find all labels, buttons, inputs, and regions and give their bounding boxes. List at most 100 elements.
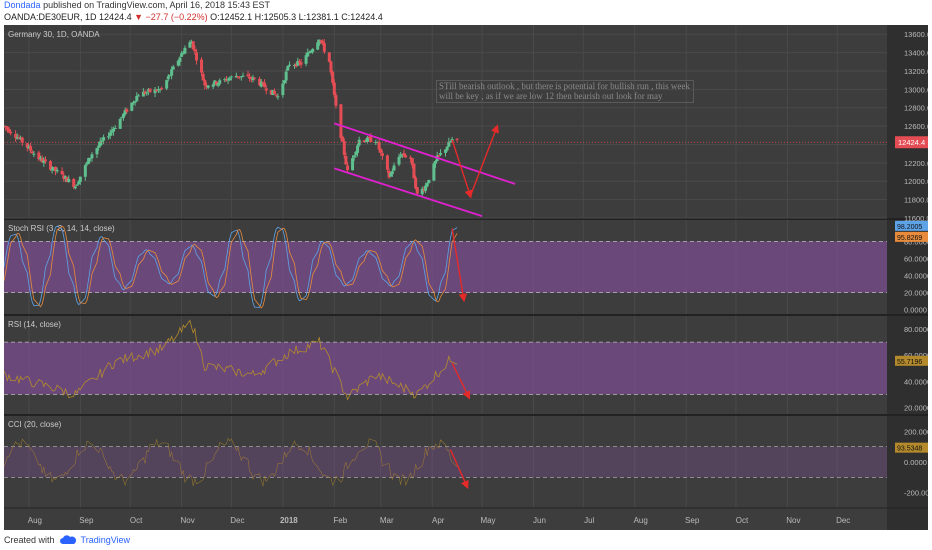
symbol-text: OANDA:DE30EUR, 1D bbox=[4, 12, 97, 22]
annotation-box: STill bearish outlook , but there is pot… bbox=[436, 80, 694, 103]
candle-up bbox=[351, 158, 355, 171]
candle-up bbox=[229, 76, 233, 78]
last-value-tag bbox=[895, 355, 928, 366]
candle-up bbox=[97, 145, 101, 148]
candle-up bbox=[425, 183, 429, 187]
candle-up bbox=[286, 66, 290, 71]
candle-up bbox=[90, 154, 94, 159]
oscillator-tick-label: 40.0000 bbox=[904, 272, 928, 281]
x-tick-label: 2018 bbox=[280, 516, 298, 525]
candle-up bbox=[357, 139, 361, 146]
candle-down bbox=[191, 41, 195, 50]
bearish-arrow bbox=[449, 449, 469, 490]
candle-down bbox=[60, 171, 64, 175]
last-value-tag bbox=[895, 231, 928, 242]
x-tick-label: Feb bbox=[333, 516, 347, 525]
candle-up bbox=[130, 102, 134, 111]
candle-up bbox=[447, 141, 451, 147]
candle-up bbox=[190, 41, 194, 44]
candle-down bbox=[160, 87, 164, 89]
candle-down bbox=[402, 153, 406, 156]
last-price-tag bbox=[895, 136, 928, 149]
candle-down bbox=[40, 158, 44, 163]
candle-up bbox=[356, 145, 360, 153]
price-tick-label: 13200.0 bbox=[904, 67, 928, 76]
price-tick-label: 12600.0 bbox=[904, 122, 928, 131]
candle-up bbox=[83, 165, 87, 177]
price-tick-label: 13600.0 bbox=[904, 30, 928, 39]
chart-header-line1: Dondada published on TradingView.com, Ap… bbox=[4, 0, 270, 13]
tradingview-brand[interactable]: TradingView bbox=[80, 535, 131, 545]
candle-up bbox=[88, 157, 92, 159]
candle-up bbox=[178, 57, 182, 62]
price-tick-label: 11800.0 bbox=[904, 196, 928, 205]
candle-down bbox=[412, 163, 416, 179]
candle-up bbox=[218, 80, 222, 84]
candle-up bbox=[102, 137, 106, 141]
bearish-arrow bbox=[451, 139, 473, 199]
price-tick-label: 12800.0 bbox=[904, 104, 928, 113]
candle-down bbox=[299, 62, 303, 65]
price-tick-label: 11600.0 bbox=[904, 214, 928, 223]
oscillator-tick-label: 80.0000 bbox=[904, 325, 928, 334]
x-tick-label: Aug bbox=[28, 516, 42, 525]
x-tick-label: Jul bbox=[584, 516, 594, 525]
candle-up bbox=[283, 80, 287, 84]
candle-up bbox=[75, 184, 79, 186]
oscillator-tick-label: 200.0000 bbox=[904, 427, 928, 436]
candle-up bbox=[352, 155, 356, 158]
stoch-k-line bbox=[4, 225, 458, 308]
chart-area[interactable]: Aug Sep Oct Nov Dec 2018 Feb Mar Apr May Jun Jul Aug… bbox=[4, 25, 928, 530]
candle-down bbox=[377, 142, 381, 150]
candle-down bbox=[414, 177, 418, 189]
candle-down bbox=[329, 61, 333, 73]
candle-up bbox=[316, 42, 320, 50]
author-link[interactable]: Dondada bbox=[4, 0, 41, 10]
candle-down bbox=[269, 90, 273, 95]
candles-group bbox=[4, 39, 459, 197]
candle-up bbox=[445, 146, 449, 151]
candle-up bbox=[317, 39, 321, 44]
candle-up bbox=[52, 167, 56, 170]
candle-up bbox=[133, 101, 137, 103]
candle-up bbox=[228, 78, 232, 81]
candle-up bbox=[354, 151, 358, 156]
candle-up bbox=[85, 162, 89, 165]
candle-up bbox=[87, 157, 91, 164]
x-tick-label: Nov bbox=[786, 516, 800, 525]
candle-up bbox=[77, 181, 81, 185]
candle-up bbox=[146, 89, 150, 92]
candle-up bbox=[397, 156, 401, 165]
candle-down bbox=[248, 76, 252, 79]
candle-down bbox=[415, 187, 419, 194]
candle-down bbox=[193, 49, 197, 52]
candle-up bbox=[100, 140, 104, 142]
candle-down bbox=[238, 76, 242, 78]
candle-down bbox=[346, 165, 350, 171]
stoch-d-line bbox=[4, 225, 458, 309]
candle-down bbox=[53, 166, 57, 172]
candle-down bbox=[148, 88, 152, 93]
candle-down bbox=[249, 77, 253, 80]
candle-down bbox=[155, 90, 159, 92]
candle-up bbox=[420, 188, 424, 195]
candle-up bbox=[171, 66, 175, 70]
candle-down bbox=[369, 136, 373, 143]
x-tick-label: Apr bbox=[432, 516, 445, 525]
bearish-arrow bbox=[451, 362, 471, 400]
candle-down bbox=[342, 141, 346, 155]
candle-up bbox=[136, 95, 140, 97]
candle-up bbox=[392, 165, 396, 171]
candle-up bbox=[73, 186, 77, 189]
candle-down bbox=[253, 77, 257, 79]
last-value-label: 93.5348 bbox=[897, 446, 922, 453]
price-change: −27.7 (−0.22%) bbox=[145, 12, 208, 22]
candle-up bbox=[234, 75, 238, 78]
candle-up bbox=[432, 163, 436, 181]
oscillator-tick-label: 40.0000 bbox=[904, 377, 928, 386]
chart-header-line2: OANDA:DE30EUR, 1D 12424.4 ▼ −27.7 (−0.22… bbox=[4, 12, 383, 25]
candle-up bbox=[365, 137, 369, 142]
candle-up bbox=[439, 152, 443, 155]
x-tick-label: Dec bbox=[230, 516, 244, 525]
candle-up bbox=[304, 55, 308, 64]
